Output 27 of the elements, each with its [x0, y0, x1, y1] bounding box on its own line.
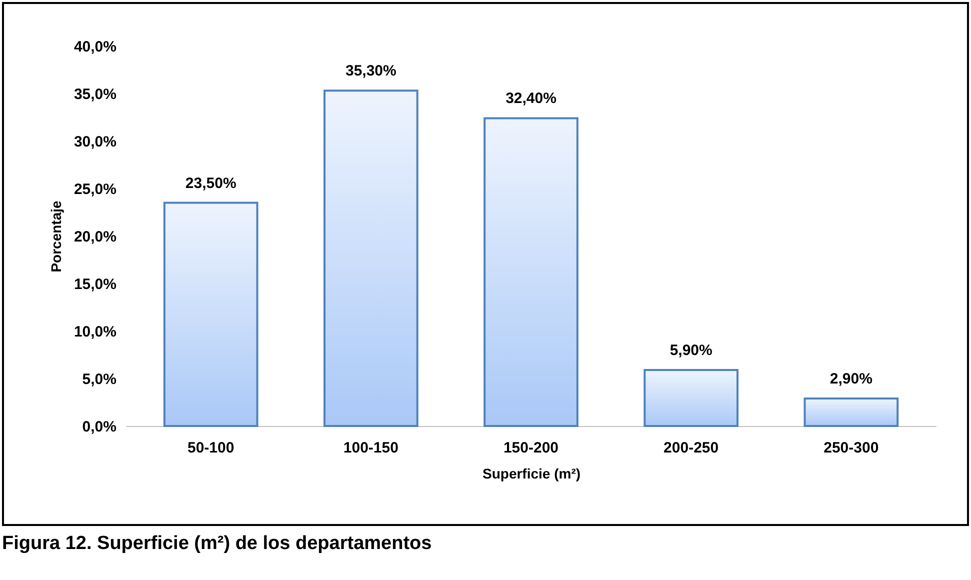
- x-tick-label: 200-250: [664, 440, 719, 456]
- text: Figura 12. Superficie (m²) de los departamentos: [2, 533, 432, 555]
- x-tick-label: 150-200: [503, 440, 559, 456]
- y-tick-label: 30,0%: [74, 134, 116, 150]
- y-tick-label: 15,0%: [74, 276, 116, 293]
- bar: [644, 368, 738, 427]
- x-tick-label: 250-300: [824, 440, 879, 456]
- bar: [324, 90, 418, 427]
- x-axis-title: Superficie (m²): [482, 466, 581, 482]
- x-tick-label: 50-100: [187, 440, 234, 456]
- bar: [804, 397, 899, 427]
- y-tick-label: 0,0%: [82, 418, 116, 436]
- y-tick-label: 40,0%: [74, 38, 116, 56]
- y-tick-label: 35,0%: [74, 86, 116, 103]
- x-tick-label: 100-150: [343, 440, 398, 456]
- data-label: 23,50%: [185, 174, 236, 192]
- y-axis-title: Porcentaje: [48, 200, 64, 272]
- y-tick-label: 10,0%: [74, 324, 116, 340]
- y-tick-label: 25,0%: [74, 181, 116, 198]
- data-label: 35,30%: [345, 62, 396, 80]
- data-label: 2,90%: [830, 370, 872, 388]
- y-tick-label: 5,0%: [82, 371, 116, 388]
- bar: [484, 117, 578, 427]
- y-tick-label: 20,0%: [74, 228, 116, 246]
- data-label: 32,40%: [506, 90, 556, 108]
- data-label: 5,90%: [670, 342, 712, 359]
- bar: [163, 202, 258, 427]
